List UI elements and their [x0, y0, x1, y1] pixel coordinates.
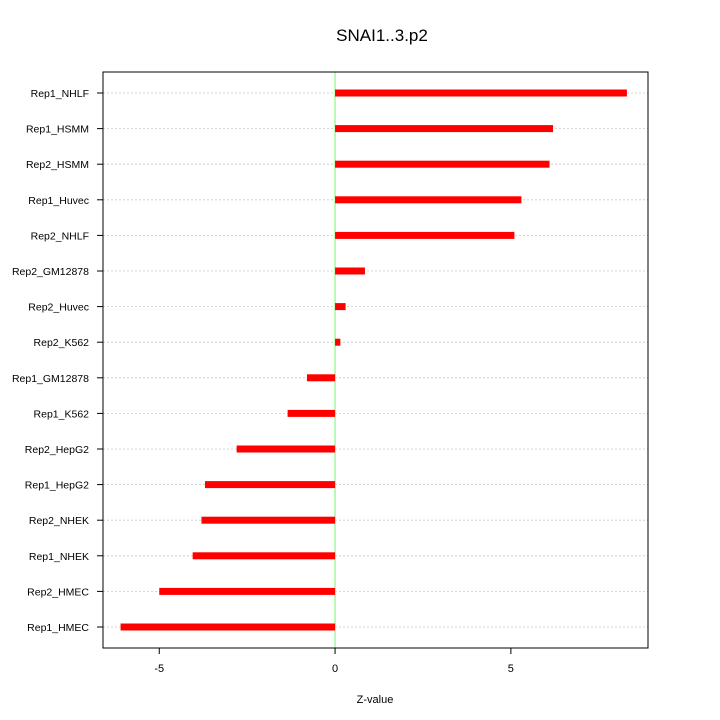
category-label: Rep2_K562 — [34, 337, 90, 349]
category-label: Rep2_HepG2 — [25, 444, 89, 456]
x-axis-label: Z-value — [357, 694, 394, 706]
bar — [201, 516, 336, 524]
bar — [204, 481, 336, 489]
category-label: Rep2_Huvec — [28, 302, 89, 314]
bar — [236, 445, 336, 453]
bar — [335, 267, 365, 275]
bar — [306, 374, 336, 382]
bar — [335, 231, 515, 239]
x-tick-label: 5 — [508, 663, 514, 675]
category-label: Rep1_HepG2 — [25, 480, 89, 492]
category-label: Rep1_K562 — [34, 408, 90, 420]
chart-title: SNAI1..3.p2 — [336, 26, 428, 45]
category-label: Rep2_HSMM — [26, 159, 89, 171]
bar — [192, 552, 336, 560]
category-label: Rep1_Huvec — [28, 195, 89, 207]
bar — [335, 303, 346, 311]
category-label: Rep1_HSMM — [26, 124, 89, 136]
category-label: Rep1_HMEC — [27, 622, 89, 634]
category-label: Rep1_GM12878 — [12, 373, 89, 385]
x-tick-label: -5 — [154, 663, 164, 675]
bar — [120, 623, 336, 631]
category-label: Rep2_NHLF — [31, 230, 89, 242]
bars — [120, 89, 627, 631]
x-axis: -5 0 5 — [154, 648, 514, 675]
category-label: Rep2_NHEK — [29, 515, 89, 527]
category-label: Rep1_NHLF — [31, 88, 89, 100]
category-label: Rep1_NHEK — [29, 551, 89, 563]
grid-lines — [103, 92, 648, 628]
plot-frame — [102, 71, 649, 649]
x-tick-label: 0 — [332, 663, 338, 675]
bar — [335, 338, 341, 346]
bar — [335, 89, 627, 97]
bar — [287, 409, 336, 417]
category-label: Rep2_HMEC — [27, 586, 89, 598]
bar — [159, 587, 336, 595]
category-labels: Rep1_NHLF Rep1_HSMM Rep2_HSMM Rep1_Huvec Rep… — [12, 88, 103, 634]
category-label: Rep2_GM12878 — [12, 266, 89, 278]
bar — [335, 160, 550, 168]
bar — [335, 196, 522, 204]
bar — [335, 125, 554, 133]
